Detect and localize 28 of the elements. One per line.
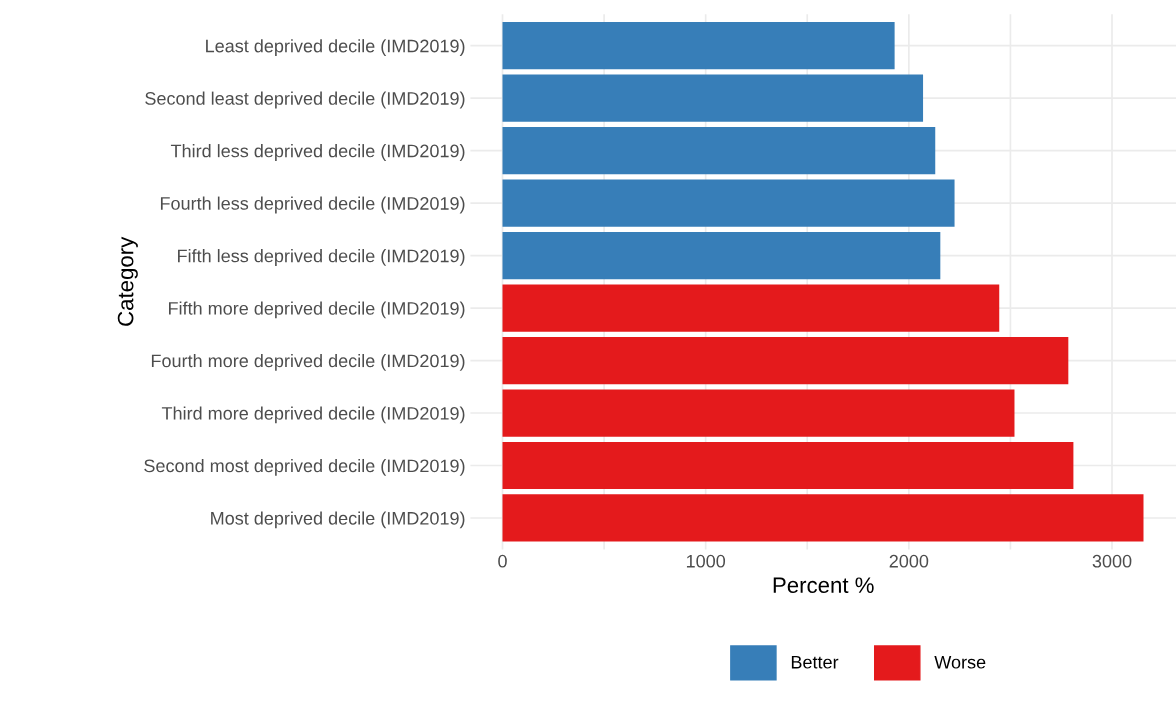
bar bbox=[502, 494, 1144, 542]
bar bbox=[502, 74, 924, 122]
y-tick-label: Least deprived decile (IMD2019) bbox=[206, 39, 465, 56]
bar bbox=[502, 22, 895, 70]
y-tick-label: Third less deprived decile (IMD2019) bbox=[170, 144, 465, 161]
y-tick-label: Second most deprived decile (IMD2019) bbox=[144, 458, 465, 476]
bar bbox=[502, 284, 1000, 332]
bar bbox=[502, 441, 1074, 490]
bar bbox=[502, 127, 936, 175]
x-tick-label: 3000 bbox=[1092, 554, 1132, 568]
bar bbox=[502, 231, 941, 280]
legend-label: Worse bbox=[934, 655, 986, 669]
x-tick-label: 0 bbox=[498, 554, 507, 568]
x-tick-label: 2000 bbox=[889, 554, 929, 568]
bar bbox=[502, 179, 955, 227]
legend-label: Better bbox=[791, 655, 839, 669]
y-tick-label: Third more deprived decile (IMD2019) bbox=[161, 406, 465, 424]
y-tick-label: Fourth less deprived decile (IMD2019) bbox=[160, 196, 465, 214]
bar bbox=[502, 336, 1069, 385]
x-axis-title: Percent % bbox=[773, 577, 874, 594]
bar bbox=[502, 389, 1015, 437]
y-tick-label: Fourth more deprived decile (IMD2019) bbox=[151, 354, 465, 371]
y-tick-label: Second least deprived decile (IMD2019) bbox=[145, 91, 465, 109]
y-axis-title: Category bbox=[117, 236, 138, 326]
y-tick-label: Most deprived decile (IMD2019) bbox=[211, 511, 465, 529]
x-tick-label: 1000 bbox=[686, 554, 726, 568]
y-tick-label: Fifth less deprived decile (IMD2019) bbox=[178, 249, 465, 266]
y-tick-label: Fifth more deprived decile (IMD2019) bbox=[169, 301, 465, 319]
